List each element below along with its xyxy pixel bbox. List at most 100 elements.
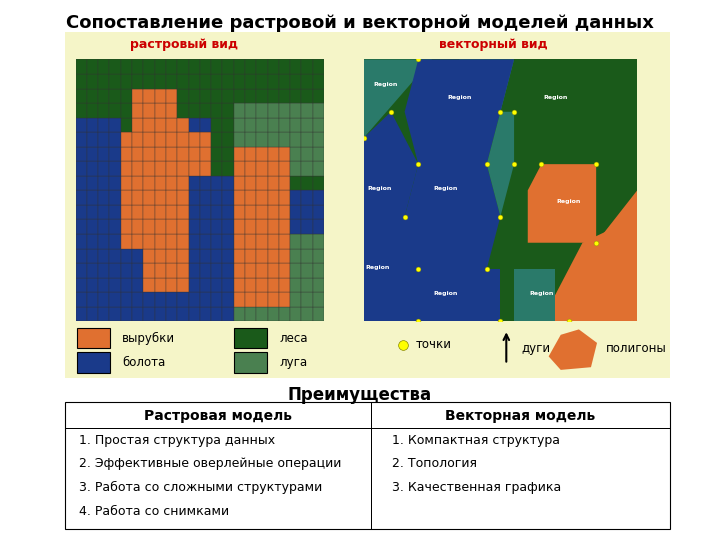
Bar — [132, 205, 143, 219]
Bar — [87, 263, 98, 278]
Bar — [98, 307, 109, 321]
Bar — [166, 307, 177, 321]
Bar — [211, 263, 222, 278]
Bar — [121, 292, 132, 307]
Bar — [199, 278, 211, 292]
Bar — [211, 234, 222, 248]
Bar — [98, 132, 109, 147]
Bar — [279, 190, 290, 205]
Polygon shape — [514, 59, 637, 321]
Bar — [302, 147, 312, 161]
Text: полигоны: полигоны — [606, 342, 667, 355]
Bar — [177, 234, 189, 248]
Bar — [189, 118, 199, 132]
Polygon shape — [364, 59, 432, 138]
Bar — [222, 161, 234, 176]
Bar — [211, 278, 222, 292]
Bar — [76, 190, 87, 205]
Bar — [76, 74, 87, 89]
Bar — [290, 118, 302, 132]
Bar — [256, 132, 268, 147]
Bar — [199, 59, 211, 74]
Bar — [143, 89, 155, 103]
Bar — [155, 307, 166, 321]
Bar — [121, 103, 132, 118]
Bar — [222, 292, 234, 307]
Bar — [87, 89, 98, 103]
Bar — [76, 248, 87, 263]
Bar — [302, 59, 312, 74]
Bar — [302, 132, 312, 147]
Bar — [98, 147, 109, 161]
Bar — [245, 103, 256, 118]
Bar — [166, 103, 177, 118]
Bar — [312, 248, 324, 263]
Bar — [109, 89, 121, 103]
Bar — [143, 103, 155, 118]
Bar — [132, 89, 143, 103]
Bar — [143, 161, 155, 176]
Bar — [177, 74, 189, 89]
Bar — [132, 278, 143, 292]
Bar — [268, 205, 279, 219]
Bar — [268, 190, 279, 205]
Bar — [211, 103, 222, 118]
Bar — [143, 59, 155, 74]
Bar — [155, 103, 166, 118]
Text: Векторная модель: Векторная модель — [445, 409, 595, 423]
Bar — [98, 89, 109, 103]
Bar — [279, 205, 290, 219]
Bar — [211, 307, 222, 321]
Bar — [245, 292, 256, 307]
Bar — [166, 292, 177, 307]
Bar — [290, 292, 302, 307]
Bar — [189, 132, 199, 147]
Bar — [211, 132, 222, 147]
Text: точки: точки — [415, 338, 451, 351]
Bar — [132, 292, 143, 307]
Bar — [199, 89, 211, 103]
Bar — [121, 278, 132, 292]
Bar — [302, 190, 312, 205]
Bar — [256, 161, 268, 176]
Bar — [234, 219, 245, 234]
Bar — [279, 103, 290, 118]
Bar — [312, 263, 324, 278]
Bar — [121, 89, 132, 103]
Bar — [177, 161, 189, 176]
Bar — [312, 132, 324, 147]
Bar — [132, 118, 143, 132]
Bar — [177, 219, 189, 234]
Bar — [268, 74, 279, 89]
Bar — [87, 74, 98, 89]
Bar — [279, 89, 290, 103]
Bar — [166, 248, 177, 263]
Bar — [268, 248, 279, 263]
Bar — [234, 190, 245, 205]
Polygon shape — [405, 59, 514, 321]
Bar — [166, 190, 177, 205]
Bar — [290, 147, 302, 161]
Bar — [312, 278, 324, 292]
Text: 2. Топология: 2. Топология — [392, 457, 477, 470]
Bar — [256, 263, 268, 278]
Bar — [121, 132, 132, 147]
Bar — [211, 89, 222, 103]
Bar — [98, 248, 109, 263]
Bar — [268, 161, 279, 176]
Bar — [199, 176, 211, 191]
Bar — [155, 278, 166, 292]
Bar — [109, 307, 121, 321]
Bar — [87, 307, 98, 321]
Bar — [312, 161, 324, 176]
Bar — [222, 234, 234, 248]
Bar — [143, 132, 155, 147]
Bar — [234, 147, 245, 161]
Polygon shape — [487, 112, 514, 217]
Polygon shape — [459, 59, 514, 125]
Bar — [256, 103, 268, 118]
Bar — [189, 74, 199, 89]
Bar — [155, 161, 166, 176]
Bar — [121, 248, 132, 263]
Bar — [143, 74, 155, 89]
